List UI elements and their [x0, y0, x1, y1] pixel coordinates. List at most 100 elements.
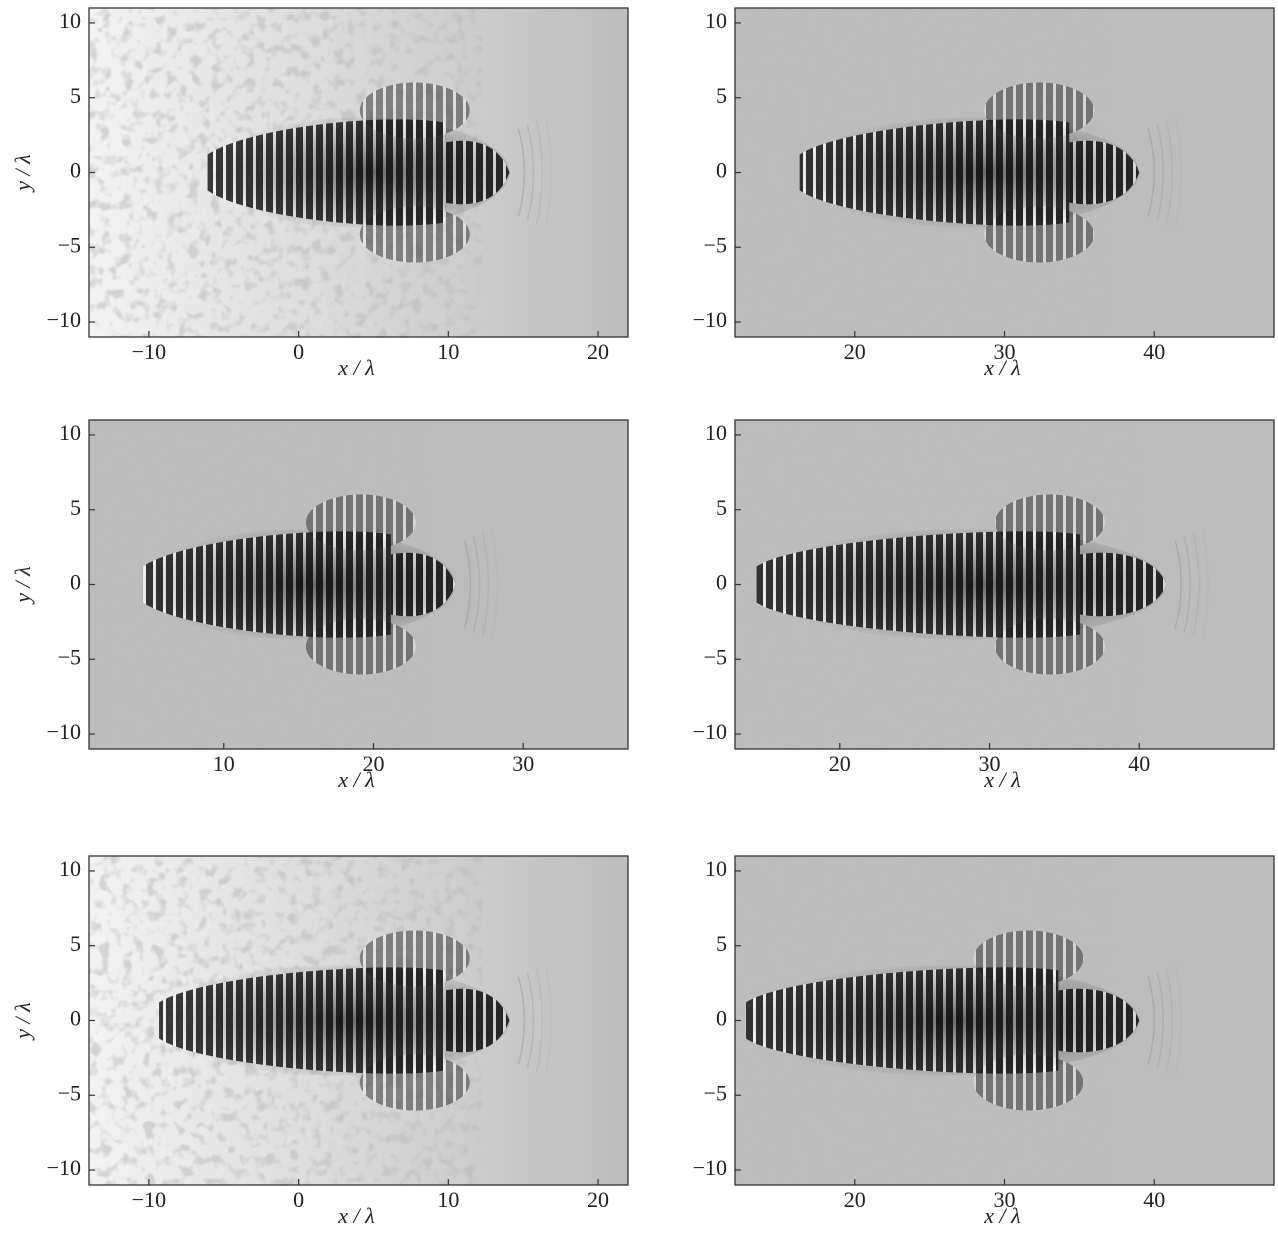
y-tick-label: 0 [70, 570, 81, 595]
ripple [1165, 120, 1173, 225]
x-axis-label: x / λ [337, 1203, 374, 1228]
x-tick-label: 30 [994, 1187, 1016, 1212]
x-tick-label: 0 [293, 339, 304, 364]
panel: 10 20 30 −10 −5 0 5 10 x / λ y / λ [10, 419, 629, 792]
y-tick-label: 5 [70, 931, 81, 956]
side-lobe [359, 1054, 470, 1111]
y-axis-label: y / λ [10, 1002, 35, 1040]
x-axis-label: x / λ [337, 355, 374, 380]
y-tick-label: 10 [705, 420, 727, 445]
x-tick-label: 10 [213, 751, 235, 776]
side-lobe [984, 206, 1095, 263]
side-lobe [994, 618, 1105, 675]
y-tick-label: −5 [58, 232, 81, 257]
ripple [1147, 976, 1155, 1065]
y-tick-label: 0 [716, 158, 727, 183]
field [735, 856, 1274, 1185]
ripple [535, 120, 544, 225]
x-tick-label: 0 [293, 1187, 304, 1212]
x-tick-label: 20 [587, 339, 609, 364]
x-tick-label: 20 [362, 751, 384, 776]
ripple [544, 964, 553, 1077]
y-tick-label: 5 [716, 931, 727, 956]
ripple [1183, 536, 1191, 633]
x-tick-label: 10 [437, 1187, 459, 1212]
y-tick-label: 10 [59, 8, 81, 33]
ripple [517, 128, 526, 217]
x-tick-label: 30 [994, 339, 1016, 364]
channel-core [799, 117, 1140, 228]
x-tick-label: 20 [844, 1187, 866, 1212]
panel: −10 0 10 20 −10 −5 0 5 10 x / λ y / λ [10, 7, 629, 380]
side-lobe [973, 1054, 1084, 1111]
side-lobe [359, 82, 470, 139]
y-tick-label: −10 [47, 719, 81, 744]
y-axis-label: y / λ [10, 154, 35, 192]
x-tick-label: 30 [512, 751, 534, 776]
x-axis-label: x / λ [983, 767, 1020, 792]
side-lobe [984, 82, 1095, 139]
y-tick-label: −5 [704, 1080, 727, 1105]
ripple [1147, 128, 1155, 217]
panel: 20 30 40 −10 −5 0 5 10 x / λ [693, 7, 1275, 380]
field [89, 420, 628, 749]
y-tick-label: −10 [693, 307, 727, 332]
field [89, 8, 628, 337]
y-tick-label: −10 [47, 1155, 81, 1180]
y-tick-label: −5 [58, 1080, 81, 1105]
side-lobe [305, 618, 416, 675]
y-tick-label: 5 [716, 495, 727, 520]
y-tick-label: −5 [58, 644, 81, 669]
ripple [1201, 528, 1209, 641]
y-tick-label: 5 [70, 83, 81, 108]
x-tick-label: 40 [1128, 751, 1150, 776]
y-tick-label: 0 [716, 1006, 727, 1031]
ripple [472, 536, 481, 633]
ripple [1165, 968, 1173, 1073]
ripple [481, 532, 490, 637]
x-tick-label: 40 [1143, 339, 1165, 364]
panel: −10 0 10 20 −10 −5 0 5 10 x / λ y / λ [10, 855, 629, 1228]
x-axis-label: x / λ [983, 1203, 1020, 1228]
x-tick-label: −10 [132, 339, 166, 364]
ripple [1156, 124, 1164, 221]
y-tick-label: −10 [693, 719, 727, 744]
field [89, 856, 628, 1185]
y-tick-label: 10 [59, 856, 81, 881]
ripple [526, 972, 535, 1069]
y-axis-label: y / λ [10, 566, 35, 604]
channel-core [745, 965, 1140, 1076]
field [735, 420, 1274, 749]
x-tick-label: 20 [587, 1187, 609, 1212]
ripple [1174, 116, 1182, 229]
y-tick-label: 10 [705, 8, 727, 33]
y-tick-label: 5 [716, 83, 727, 108]
side-lobe [994, 494, 1105, 551]
ripple [490, 528, 499, 641]
channel-core [756, 529, 1167, 640]
y-tick-label: 0 [70, 158, 81, 183]
y-tick-label: −10 [47, 307, 81, 332]
x-tick-label: 20 [844, 339, 866, 364]
ripple [544, 116, 553, 229]
y-tick-label: 10 [705, 856, 727, 881]
ripple [1156, 972, 1164, 1069]
channel-core [142, 529, 456, 640]
y-tick-label: −5 [704, 644, 727, 669]
x-tick-label: 20 [829, 751, 851, 776]
ripple [463, 540, 472, 629]
y-tick-label: −5 [704, 232, 727, 257]
x-tick-label: 30 [979, 751, 1001, 776]
field [735, 8, 1274, 337]
channel-core [159, 965, 510, 1076]
y-tick-label: −10 [693, 1155, 727, 1180]
y-tick-label: 0 [716, 570, 727, 595]
y-tick-label: 10 [59, 420, 81, 445]
ripple [535, 968, 544, 1073]
x-tick-label: −10 [132, 1187, 166, 1212]
ripple [1174, 964, 1182, 1077]
side-lobe [305, 494, 416, 551]
side-lobe [359, 930, 470, 987]
